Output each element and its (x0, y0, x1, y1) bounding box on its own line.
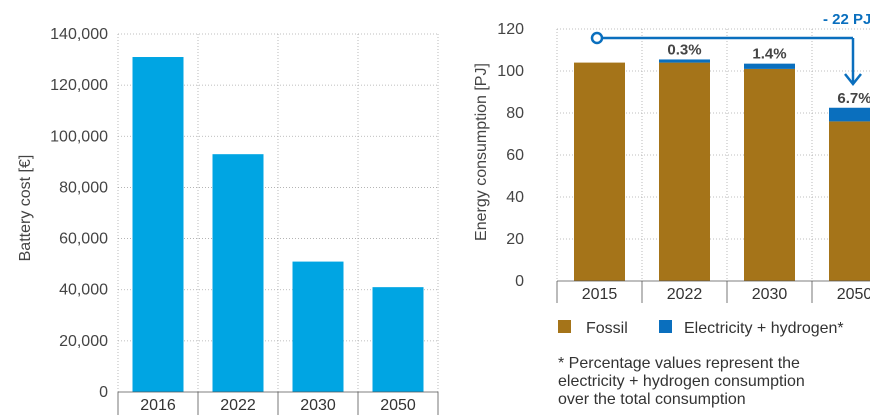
battery-cost-bars (132, 57, 424, 393)
energy-y-tick: 20 (506, 231, 524, 248)
energy-bars (574, 59, 870, 282)
energy-y-tick-labels: 0 20 40 60 80 100 120 (497, 21, 524, 290)
battery-cost-x-tick-labels: 2016 2022 2030 2050 (117, 391, 439, 415)
battery-cost-y-tick: 80,000 (59, 179, 108, 196)
energy-y-tick: 120 (497, 21, 524, 38)
battery-cost-gridlines (117, 33, 439, 392)
energy-y-axis-title: Energy consumption [PJ] (473, 63, 490, 241)
energy-y-tick: 0 (515, 273, 524, 290)
battery-cost-y-tick: 40,000 (59, 282, 108, 299)
battery-cost-y-tick: 20,000 (59, 333, 108, 350)
percentage-label: 0.3% (667, 41, 701, 58)
energy-x-tick: 2030 (752, 286, 788, 303)
legend-fossil-label: Fossil (586, 320, 628, 337)
energy-x-tick: 2022 (667, 286, 703, 303)
battery-cost-x-tick: 2050 (380, 397, 416, 414)
energy-x-tick: 2015 (582, 286, 618, 303)
electricity-bar-segment (659, 59, 710, 63)
annotation-start-marker (590, 31, 604, 45)
annotation-arrowhead-icon (844, 73, 862, 87)
battery-cost-x-tick: 2016 (140, 397, 176, 414)
battery-cost-bar (292, 261, 344, 392)
reduction-annotation: - 22 PJ (590, 11, 870, 87)
battery-cost-chart: 0 20,000 40,000 60,000 80,000 100,000 120,000 1… (17, 26, 439, 415)
battery-cost-x-tick: 2022 (220, 397, 256, 414)
fossil-bar-segment (744, 68, 795, 282)
footnote-line: * Percentage values represent the (558, 355, 800, 372)
battery-cost-bar (372, 287, 424, 392)
legend-electricity-swatch (659, 320, 672, 333)
energy-legend: Fossil Electricity + hydrogen* (558, 320, 844, 337)
energy-y-tick: 40 (506, 189, 524, 206)
fossil-bar-segment (659, 62, 710, 281)
fossil-bar-segment (829, 121, 870, 282)
battery-cost-y-tick: 0 (99, 384, 108, 401)
battery-cost-y-tick-labels: 0 20,000 40,000 60,000 80,000 100,000 120,000 1… (50, 26, 108, 401)
battery-cost-bar (212, 154, 264, 392)
fossil-bar-segment (574, 62, 625, 281)
energy-x-tick-labels: 2015 2022 2030 2050 (556, 280, 870, 303)
energy-y-tick: 100 (497, 63, 524, 80)
battery-cost-y-tick: 100,000 (50, 128, 108, 145)
battery-cost-y-tick: 120,000 (50, 77, 108, 94)
footnote: * Percentage values represent the electri… (558, 355, 805, 408)
percentage-label: 1.4% (752, 46, 786, 63)
electricity-bar-segment (744, 63, 795, 69)
battery-cost-y-axis-title: Battery cost [€] (17, 155, 34, 262)
energy-y-tick: 80 (506, 105, 524, 122)
battery-cost-x-tick: 2030 (300, 397, 336, 414)
energy-x-tick: 2050 (837, 286, 870, 303)
electricity-bar-segment (829, 107, 870, 122)
battery-cost-y-tick: 140,000 (50, 26, 108, 43)
annotation-label: - 22 PJ (823, 11, 870, 28)
energy-y-tick: 60 (506, 147, 524, 164)
footnote-line: electricity + hydrogen consumption (558, 373, 805, 390)
legend-electricity-label: Electricity + hydrogen* (684, 320, 844, 337)
energy-consumption-chart: 0.3% 1.4% 6.7% 0 20 40 60 80 100 120 2015 2022 203… (473, 11, 870, 408)
battery-cost-y-tick: 60,000 (59, 231, 108, 248)
footnote-line: over the total consumption (558, 391, 746, 408)
energy-percentage-labels: 0.3% 1.4% 6.7% (667, 41, 870, 106)
legend-fossil-swatch (558, 320, 571, 333)
battery-cost-bar (132, 57, 184, 393)
energy-gridlines (556, 28, 870, 281)
percentage-label: 6.7% (837, 90, 870, 107)
